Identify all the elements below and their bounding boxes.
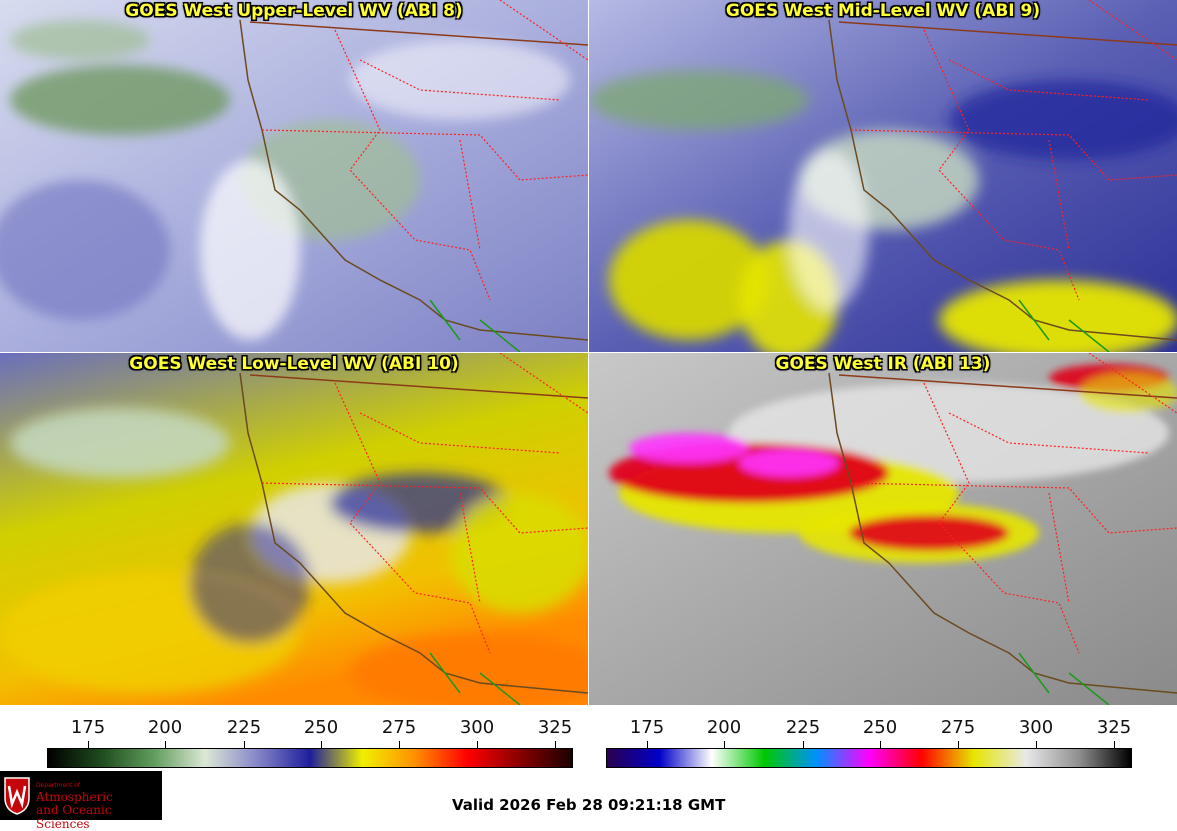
tick-label: 325 <box>537 717 573 738</box>
tick-mark <box>165 741 166 748</box>
tick-mark <box>88 741 89 748</box>
tick-label: 200 <box>706 717 742 738</box>
logo-line-1: Department of <box>36 782 80 789</box>
tick-mark <box>1114 741 1115 748</box>
ir-colorbar-ticks: 175 200 225 250 275 300 325 <box>607 717 1131 741</box>
panel-title: GOES West IR (ABI 13) <box>775 354 991 374</box>
panel-upper-level-wv: GOES West Upper-Level WV (ABI 8) <box>0 0 588 352</box>
logo-line-2: Atmospheric <box>36 790 113 804</box>
tick-mark <box>724 741 725 748</box>
panel-ir: GOES West IR (ABI 13) <box>589 353 1177 705</box>
tick-label: 225 <box>226 717 262 738</box>
tick-label: 300 <box>1018 717 1054 738</box>
tick-label: 225 <box>785 717 821 738</box>
tick-mark <box>555 741 556 748</box>
low-level-wv-image <box>0 353 588 705</box>
tick-label: 325 <box>1096 717 1132 738</box>
valid-time: Valid 2026 Feb 28 09:21:18 GMT <box>452 796 726 814</box>
tick-mark <box>647 741 648 748</box>
ir-colorbar <box>606 748 1132 768</box>
tick-label: 275 <box>940 717 976 738</box>
tick-label: 200 <box>147 717 183 738</box>
panel-title: GOES West Upper-Level WV (ABI 8) <box>125 1 463 21</box>
tick-label: 300 <box>459 717 495 738</box>
aos-logo: Department of Atmospheric and Oceanic Sc… <box>0 771 162 831</box>
mid-level-wv-image <box>589 0 1177 352</box>
wv-colorbar-ticks: 175 200 225 250 275 300 325 <box>48 717 572 741</box>
tick-label: 250 <box>862 717 898 738</box>
upper-level-wv-image <box>0 0 588 352</box>
tick-label: 175 <box>629 717 665 738</box>
tick-label: 250 <box>303 717 339 738</box>
tick-mark <box>244 741 245 748</box>
tick-mark <box>477 741 478 748</box>
tick-mark <box>958 741 959 748</box>
wv-colorbar <box>47 748 573 768</box>
panel-mid-level-wv: GOES West Mid-Level WV (ABI 9) <box>589 0 1177 352</box>
tick-mark <box>399 741 400 748</box>
tick-label: 275 <box>381 717 417 738</box>
tick-mark <box>880 741 881 748</box>
tick-mark <box>803 741 804 748</box>
ir-image <box>589 353 1177 705</box>
panel-title: GOES West Mid-Level WV (ABI 9) <box>725 1 1041 21</box>
panel-title: GOES West Low-Level WV (ABI 10) <box>129 354 459 374</box>
tick-mark <box>321 741 322 748</box>
tick-label: 175 <box>70 717 106 738</box>
tick-mark <box>1036 741 1037 748</box>
logo-line-3: and Oceanic Sciences <box>36 803 112 831</box>
panel-low-level-wv: GOES West Low-Level WV (ABI 10) <box>0 353 588 705</box>
uw-crest-icon <box>4 777 30 815</box>
